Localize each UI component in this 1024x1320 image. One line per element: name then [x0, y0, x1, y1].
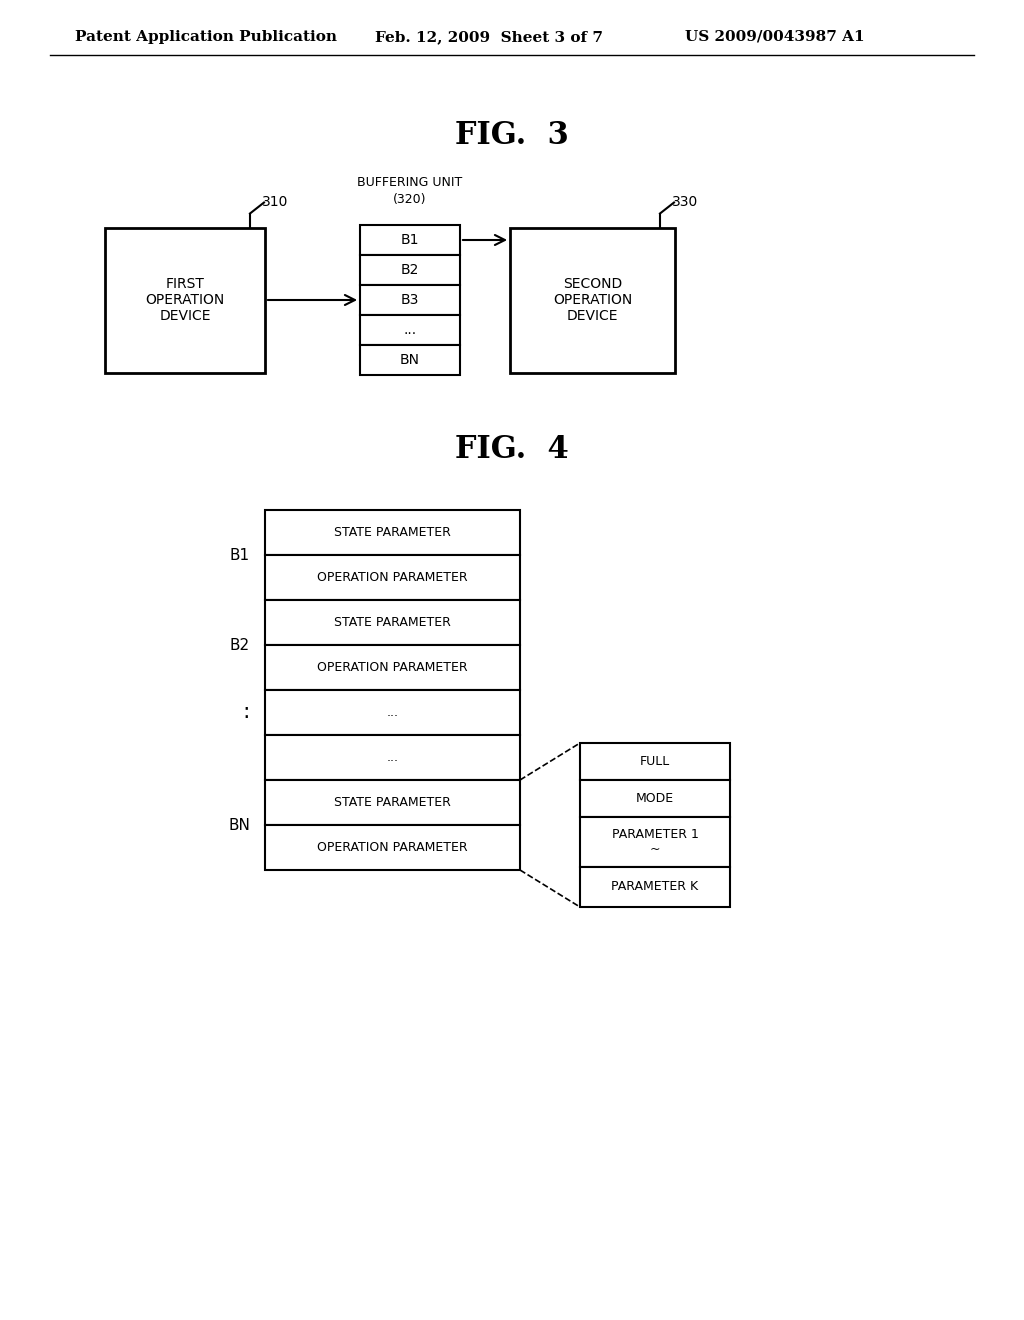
- Text: 330: 330: [672, 195, 698, 210]
- Text: Feb. 12, 2009  Sheet 3 of 7: Feb. 12, 2009 Sheet 3 of 7: [375, 30, 603, 44]
- Bar: [510, 227, 675, 372]
- Text: FIG.  4: FIG. 4: [455, 434, 569, 466]
- Text: ...: ...: [386, 706, 398, 719]
- Text: :: :: [243, 702, 250, 722]
- Text: STATE PARAMETER: STATE PARAMETER: [334, 616, 451, 630]
- Text: B3: B3: [400, 293, 419, 308]
- Bar: [360, 315, 460, 345]
- Text: (320): (320): [393, 194, 427, 206]
- Bar: [360, 224, 460, 255]
- Text: STATE PARAMETER: STATE PARAMETER: [334, 796, 451, 809]
- Text: PARAMETER 1
~: PARAMETER 1 ~: [611, 828, 698, 855]
- Text: BUFFERING UNIT: BUFFERING UNIT: [357, 176, 463, 189]
- Bar: [360, 345, 460, 375]
- Text: B1: B1: [400, 234, 419, 247]
- Bar: [580, 817, 730, 867]
- Text: FIRST
OPERATION
DEVICE: FIRST OPERATION DEVICE: [145, 277, 224, 323]
- Text: B1: B1: [229, 548, 250, 562]
- Text: STATE PARAMETER: STATE PARAMETER: [334, 525, 451, 539]
- Text: ...: ...: [403, 323, 417, 337]
- Bar: [580, 743, 730, 780]
- Bar: [265, 825, 520, 870]
- Bar: [265, 510, 520, 554]
- Bar: [265, 690, 520, 735]
- Text: B2: B2: [400, 263, 419, 277]
- Text: OPERATION PARAMETER: OPERATION PARAMETER: [317, 572, 468, 583]
- Text: 310: 310: [262, 195, 289, 210]
- Bar: [105, 227, 265, 372]
- Bar: [265, 601, 520, 645]
- Bar: [360, 255, 460, 285]
- Text: ...: ...: [386, 751, 398, 764]
- Bar: [580, 780, 730, 817]
- Text: SECOND
OPERATION
DEVICE: SECOND OPERATION DEVICE: [553, 277, 632, 323]
- Text: OPERATION PARAMETER: OPERATION PARAMETER: [317, 841, 468, 854]
- Text: OPERATION PARAMETER: OPERATION PARAMETER: [317, 661, 468, 675]
- Text: FIG.  3: FIG. 3: [455, 120, 569, 150]
- Text: B2: B2: [229, 638, 250, 652]
- Text: BN: BN: [400, 352, 420, 367]
- Text: FULL: FULL: [640, 755, 670, 768]
- Bar: [580, 867, 730, 907]
- Bar: [265, 645, 520, 690]
- Text: US 2009/0043987 A1: US 2009/0043987 A1: [685, 30, 864, 44]
- Text: PARAMETER K: PARAMETER K: [611, 880, 698, 894]
- Bar: [265, 554, 520, 601]
- Text: BN: BN: [228, 817, 250, 833]
- Text: MODE: MODE: [636, 792, 674, 805]
- Bar: [265, 735, 520, 780]
- Text: Patent Application Publication: Patent Application Publication: [75, 30, 337, 44]
- Bar: [360, 285, 460, 315]
- Bar: [265, 780, 520, 825]
